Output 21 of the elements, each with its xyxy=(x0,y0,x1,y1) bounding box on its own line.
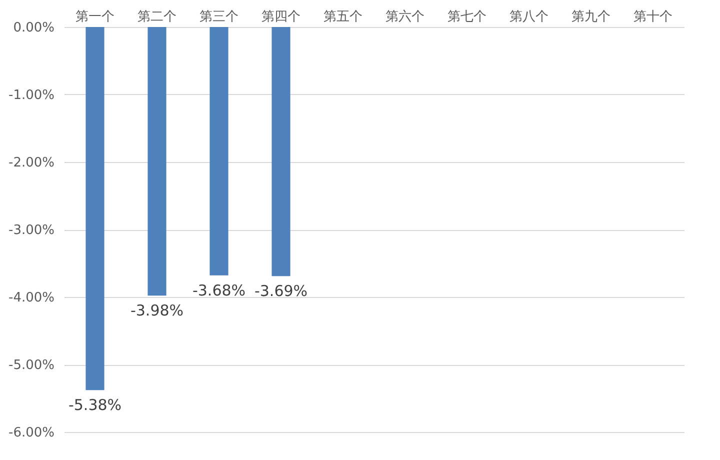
y-tick-label: -5.00% xyxy=(8,358,54,373)
x-tick-label: 第一个 xyxy=(76,10,114,24)
data-label: -3.68% xyxy=(192,281,246,300)
x-tick-label: 第十个 xyxy=(634,10,672,24)
y-tick-label: -4.00% xyxy=(8,290,54,306)
y-tick-label: -1.00% xyxy=(8,88,54,103)
x-tick-label: 第五个 xyxy=(324,10,362,24)
data-label: -3.98% xyxy=(130,302,184,320)
x-tick-label: 第四个 xyxy=(262,10,300,24)
y-tick-label: -2.00% xyxy=(8,156,54,170)
y-tick-label: 0.00% xyxy=(13,20,54,36)
data-label: -5.38% xyxy=(68,396,122,414)
x-tick-label: 第八个 xyxy=(510,10,548,24)
x-tick-label: 第六个 xyxy=(386,10,424,24)
x-tick-label: 第三个 xyxy=(200,10,238,24)
data-label: -3.69% xyxy=(254,282,308,300)
y-tick-label: -3.00% xyxy=(8,223,54,238)
x-tick-label: 第九个 xyxy=(572,10,610,24)
x-tick-label: 第七个 xyxy=(448,10,486,24)
x-tick-label: 第二个 xyxy=(138,10,176,24)
y-tick-label: -6.00% xyxy=(8,426,54,440)
